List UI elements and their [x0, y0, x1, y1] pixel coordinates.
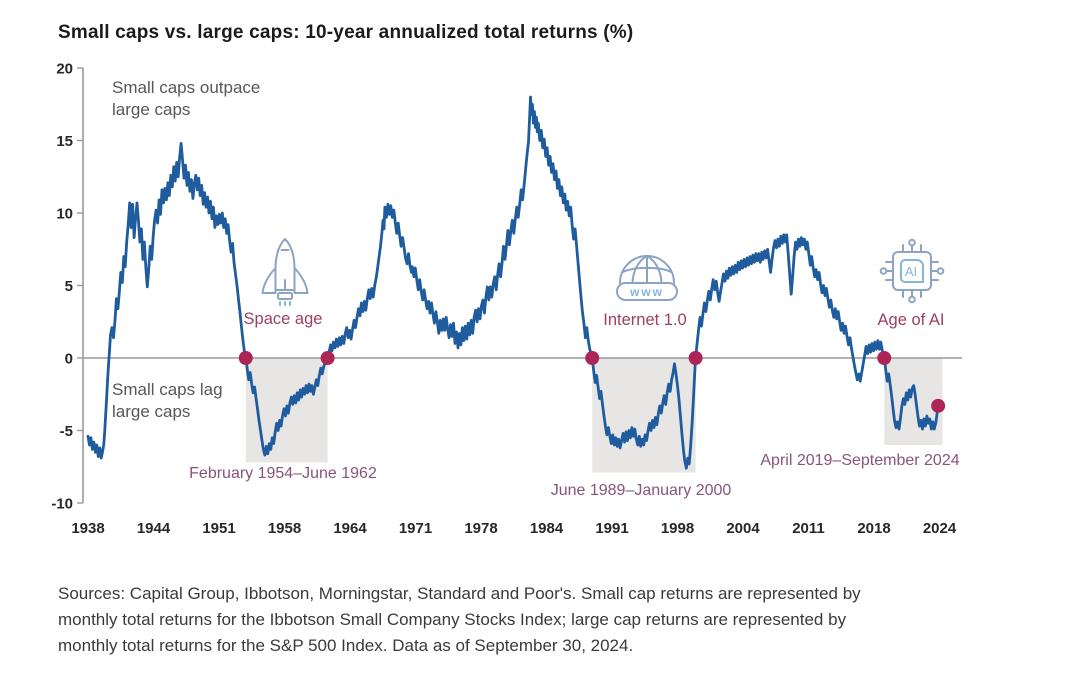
- zero-crossing-dot: [688, 351, 703, 365]
- zero-crossing-dot: [585, 351, 600, 365]
- x-tick-label: 1951: [202, 520, 235, 537]
- x-tick-label: 1964: [333, 520, 367, 537]
- x-tick-label: 1998: [661, 520, 694, 537]
- x-tick-label: 2004: [726, 520, 760, 537]
- x-tick-label: 1944: [137, 520, 171, 537]
- source-note-line1: Sources: Capital Group, Ibbotson, Mornin…: [58, 584, 861, 603]
- x-tick-label: 1958: [268, 520, 301, 537]
- svg-text:www: www: [629, 285, 664, 299]
- date-range-2019-2024: April 2019–September 2024: [760, 452, 960, 469]
- svg-text:AI: AI: [905, 264, 917, 279]
- x-tick-label: 1984: [530, 520, 564, 537]
- y-tick-label: 0: [65, 351, 73, 368]
- date-range-1989-2000: June 1989–January 2000: [550, 482, 732, 499]
- lag-period-shade: [592, 358, 696, 473]
- latest-value-dot: [931, 398, 946, 413]
- space-shuttle-icon: [255, 236, 315, 308]
- zero-crossing-dot: [320, 351, 335, 365]
- outpace-annotation-line1: Small caps outpace: [112, 78, 261, 97]
- era-label-space-age: Space age: [243, 310, 323, 328]
- source-note-line3: monthly total returns for the S&P 500 In…: [58, 636, 634, 655]
- x-tick-label: 2024: [923, 520, 957, 537]
- x-tick-label: 2011: [792, 520, 825, 537]
- y-tick-label: 15: [56, 133, 73, 150]
- y-tick-label: -5: [60, 423, 73, 440]
- returns-line: [86, 95, 940, 470]
- source-note: Sources: Capital Group, Ibbotson, Mornin…: [58, 581, 1053, 659]
- era-label-ai: Age of AI: [877, 311, 945, 329]
- zero-crossing-dot: [238, 351, 253, 365]
- returns-chart: 20 15 10 5 0 -5 -10 1938 1944 1951 1958 1964 1971 197…: [51, 61, 962, 537]
- y-tick-label: 5: [65, 278, 73, 295]
- outpace-annotation-line2: large caps: [112, 100, 191, 119]
- globe-www-icon: www: [610, 243, 684, 303]
- x-tick-label: 1938: [71, 520, 104, 537]
- outpace-annotation: Small caps outpace large caps: [112, 77, 260, 121]
- x-tick-label: 1971: [399, 520, 432, 537]
- ai-chip-icon: AI: [877, 236, 947, 306]
- date-range-1954-1962: February 1954–June 1962: [189, 465, 377, 482]
- x-tick-label: 2018: [857, 520, 890, 537]
- source-note-line2: monthly total returns for the Ibbotson S…: [58, 610, 847, 629]
- page-title: Small caps vs. large caps: 10-year annua…: [58, 22, 634, 43]
- era-label-internet: Internet 1.0: [603, 311, 687, 329]
- y-tick-label: 10: [56, 206, 73, 223]
- lag-annotation-line1: Small caps lag: [112, 380, 223, 399]
- zero-crossing-dot: [877, 351, 892, 365]
- x-tick-label: 1991: [595, 520, 628, 537]
- lag-annotation-line2: large caps: [112, 402, 191, 421]
- x-tick-label: 1978: [464, 520, 497, 537]
- y-tick-label: 20: [56, 61, 73, 78]
- y-tick-label: -10: [51, 496, 73, 513]
- lag-annotation: Small caps lag large caps: [112, 379, 223, 423]
